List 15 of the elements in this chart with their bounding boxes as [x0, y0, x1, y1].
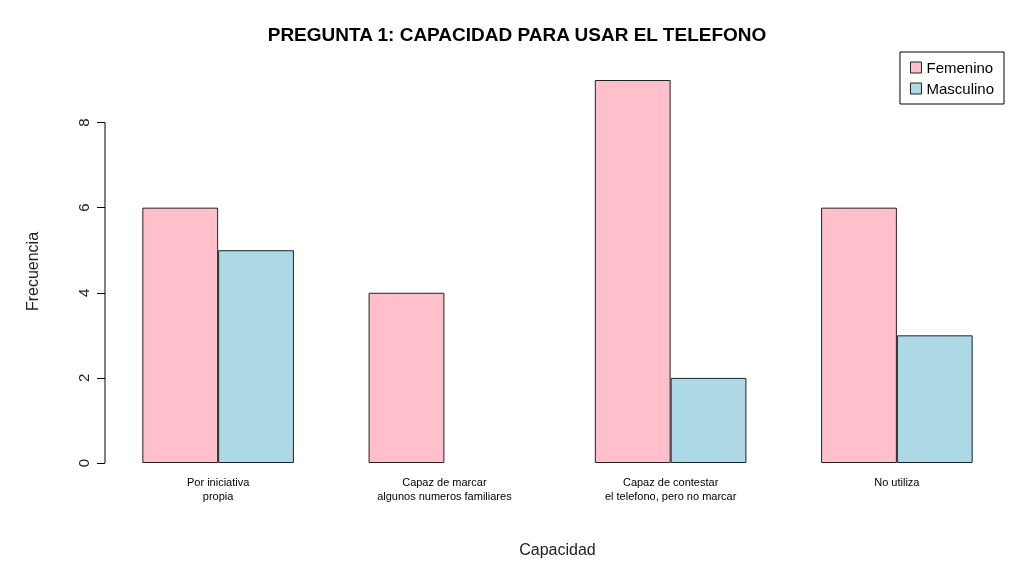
y-tick-label: 6 [75, 203, 92, 212]
x-tick-label: Capaz de marcar algunos numeros familiares [377, 476, 513, 502]
y-tick-label: 4 [75, 288, 92, 297]
chart-title: PREGUNTA 1: CAPACIDAD PARA USAR EL TELEFONO [267, 24, 767, 45]
y-tick-label: 2 [75, 373, 92, 383]
y-axis-title: Frecuencia [23, 231, 41, 312]
bar [368, 292, 445, 463]
y-tick-label: 8 [75, 118, 92, 127]
x-tick-label: Por iniciativa propia [186, 476, 251, 502]
legend-label: Masculino [926, 80, 994, 97]
y-tick-label: 0 [75, 458, 92, 468]
x-tick-label: Capaz de contestar el telefono, pero no marcar [604, 476, 737, 502]
legend-label: Femenino [926, 59, 994, 76]
x-axis-title: Capacidad [519, 540, 596, 558]
x-tick-label: No utiliza [874, 476, 921, 488]
